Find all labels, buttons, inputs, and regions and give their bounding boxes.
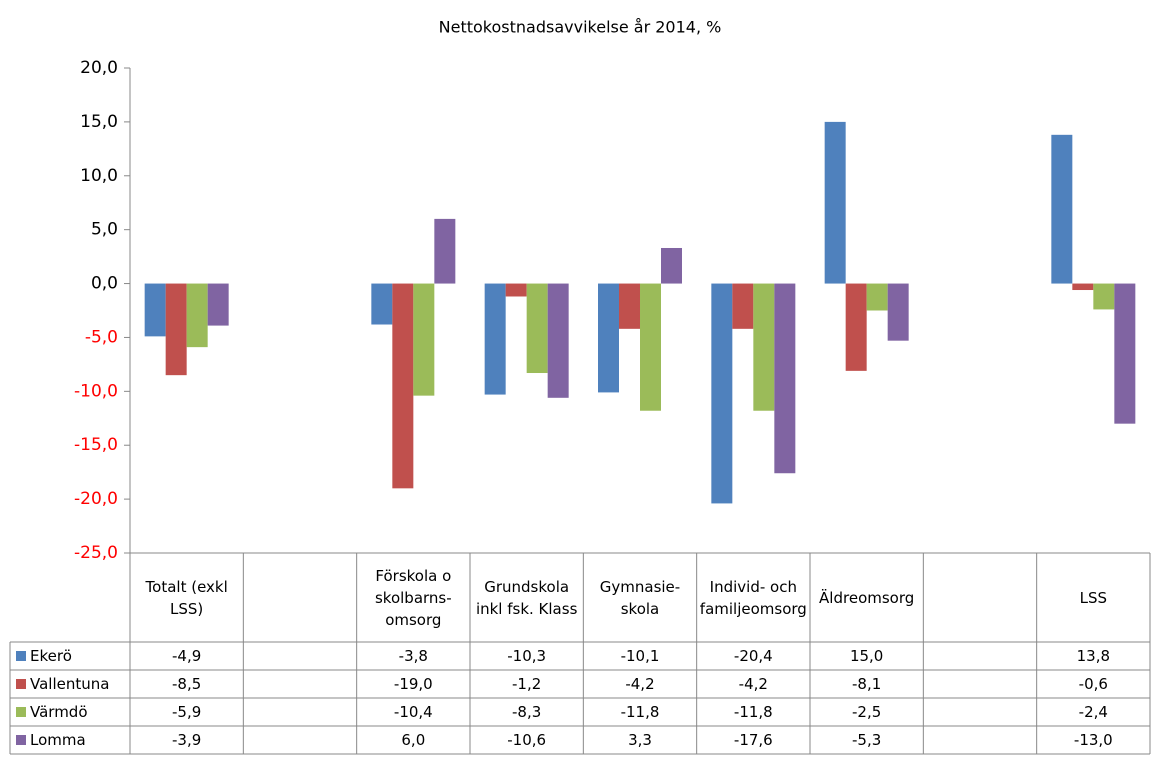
table-value: -2,4 <box>1078 703 1108 721</box>
y-tick-label: -5,0 <box>85 327 118 347</box>
table-value: -19,0 <box>393 675 433 693</box>
bar <box>866 283 888 311</box>
table-value: -10,6 <box>507 731 547 749</box>
table-value: -4,2 <box>738 675 768 693</box>
table-value: -4,2 <box>625 675 655 693</box>
table-value: -10,1 <box>620 647 660 665</box>
table-value <box>923 698 1036 726</box>
bar <box>371 283 393 325</box>
bar <box>484 283 506 395</box>
table-value <box>243 670 356 698</box>
x-tick-label <box>245 555 354 640</box>
x-tick-label: Grundskola inkl fsk. Klass <box>475 577 578 618</box>
bar <box>1072 283 1094 291</box>
x-tick-label: Individ- och familjeomsorg <box>699 577 807 618</box>
table-value: -3,9 <box>172 731 202 749</box>
legend-label: Värmdö <box>30 703 88 721</box>
table-value: -2,5 <box>852 703 882 721</box>
x-tick-label: LSS <box>1079 588 1108 607</box>
bar <box>186 283 208 348</box>
bar <box>434 218 456 284</box>
bar <box>165 283 187 376</box>
bar <box>1051 134 1073 284</box>
bar <box>526 283 548 374</box>
table-value: -3,8 <box>398 647 428 665</box>
table-value: -5,9 <box>172 703 202 721</box>
x-tick-label: Totalt (exkl LSS) <box>145 577 228 618</box>
x-tick-label: Äldreomsorg <box>819 588 915 607</box>
table-value: -11,8 <box>620 703 660 721</box>
legend-swatch <box>16 651 26 661</box>
y-tick-label: -10,0 <box>74 381 118 401</box>
legend-label: Vallentuna <box>30 675 110 693</box>
y-tick-label: -15,0 <box>74 435 118 455</box>
table-value: -20,4 <box>733 647 773 665</box>
bar <box>887 283 909 341</box>
bar <box>207 283 229 326</box>
table-value: 3,3 <box>628 731 652 749</box>
table-value <box>923 726 1036 754</box>
table-value <box>243 642 356 670</box>
table-value <box>243 698 356 726</box>
bar <box>845 283 867 371</box>
y-tick-label: 10,0 <box>80 166 118 186</box>
table-value: -8,3 <box>512 703 542 721</box>
legend-swatch <box>16 679 26 689</box>
bar <box>1093 283 1115 310</box>
table-value: -8,1 <box>852 675 882 693</box>
x-tick-label: Förskola o skolbarns-omsorg <box>374 566 452 629</box>
table-value: -8,5 <box>172 675 202 693</box>
table-value: -1,2 <box>512 675 542 693</box>
table-value: -13,0 <box>1073 731 1113 749</box>
bar <box>1114 283 1136 424</box>
y-tick-label: 0,0 <box>91 274 118 294</box>
table-value: -10,3 <box>507 647 547 665</box>
y-tick-label: -20,0 <box>74 489 118 509</box>
legend-swatch <box>16 707 26 717</box>
legend-swatch <box>16 735 26 745</box>
x-tick-label: Gymnasie-skola <box>599 577 681 618</box>
bar <box>661 247 682 284</box>
bar <box>505 283 527 297</box>
y-tick-label: 15,0 <box>80 112 118 132</box>
bar <box>598 283 619 393</box>
y-tick-label: 5,0 <box>91 220 118 240</box>
legend-label: Lomma <box>30 731 86 749</box>
bar <box>144 283 166 337</box>
bar <box>753 283 775 411</box>
table-value: -0,6 <box>1078 675 1108 693</box>
bar <box>619 283 640 329</box>
table-value: 15,0 <box>849 647 884 665</box>
table-value: -5,3 <box>852 731 882 749</box>
table-value: -17,6 <box>733 731 773 749</box>
bar <box>413 283 435 396</box>
bar <box>392 283 414 489</box>
bar <box>640 283 661 411</box>
bar <box>547 283 569 398</box>
chart-title: Nettokostnadsavvikelse år 2014, % <box>439 18 722 37</box>
bar <box>774 283 796 474</box>
x-tick-label <box>925 555 1034 640</box>
table-value: 6,0 <box>401 731 426 749</box>
bar <box>824 121 846 284</box>
legend-label: Ekerö <box>30 647 72 665</box>
y-tick-label: -25,0 <box>74 543 118 563</box>
table-value <box>243 726 356 754</box>
bar <box>711 283 733 504</box>
table-value <box>923 670 1036 698</box>
table-value: 13,8 <box>1076 647 1111 665</box>
table-value <box>923 642 1036 670</box>
y-tick-label: 20,0 <box>80 58 118 78</box>
table-value: -11,8 <box>733 703 773 721</box>
table-value: -4,9 <box>172 647 202 665</box>
table-value: -10,4 <box>393 703 433 721</box>
bar <box>732 283 754 329</box>
